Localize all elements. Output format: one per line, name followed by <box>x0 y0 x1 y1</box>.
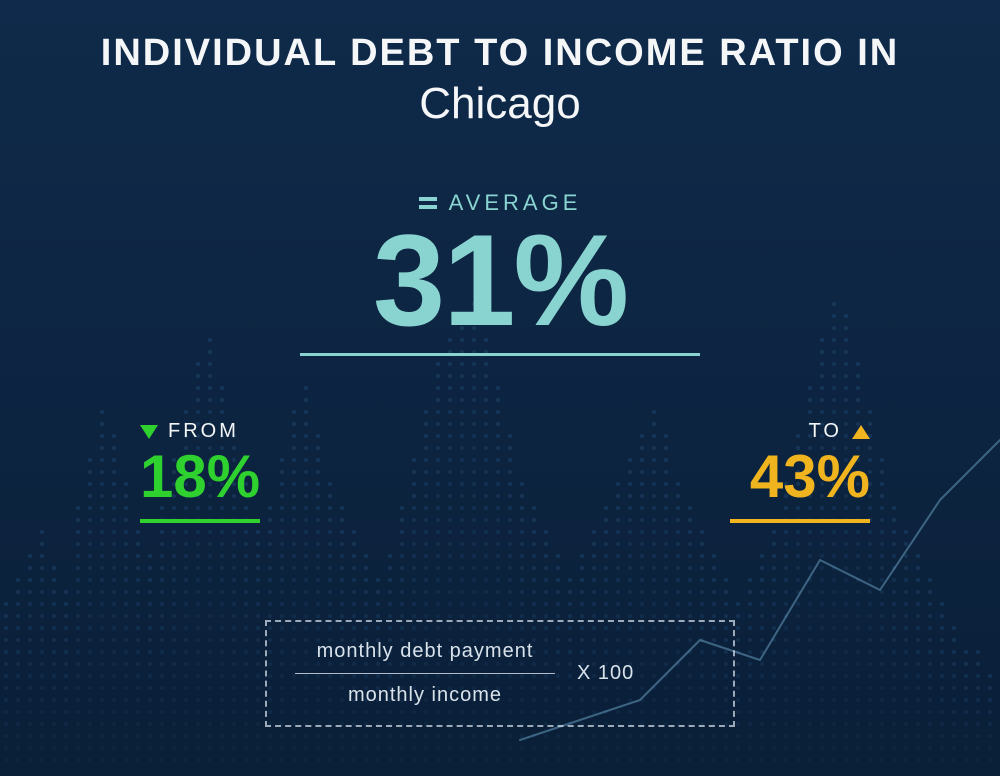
from-underline <box>140 519 260 523</box>
average-block: AVERAGE 31% <box>300 190 700 356</box>
title-line2: Chicago <box>0 79 1000 129</box>
title-line1: INDIVIDUAL DEBT TO INCOME RATIO IN <box>0 32 1000 75</box>
from-block: FROM 18% <box>140 420 260 523</box>
to-underline <box>730 519 870 523</box>
formula-box: monthly debt payment monthly income X 10… <box>265 620 735 727</box>
fraction-line <box>295 673 555 674</box>
triangle-up-icon <box>852 425 870 439</box>
title-block: INDIVIDUAL DEBT TO INCOME RATIO IN Chica… <box>0 32 1000 129</box>
from-value: 18% <box>140 447 260 507</box>
average-underline <box>300 353 700 356</box>
formula-fraction: monthly debt payment monthly income <box>295 640 555 707</box>
formula-numerator: monthly debt payment <box>317 640 534 663</box>
to-block: TO 43% <box>730 420 870 523</box>
from-label: FROM <box>168 420 239 443</box>
to-label-row: TO <box>730 420 870 443</box>
to-value: 43% <box>730 447 870 507</box>
formula-denominator: monthly income <box>348 684 502 707</box>
from-label-row: FROM <box>140 420 260 443</box>
formula-multiplier: X 100 <box>577 662 634 685</box>
infographic-canvas: INDIVIDUAL DEBT TO INCOME RATIO IN Chica… <box>0 0 1000 776</box>
average-value: 31% <box>300 222 700 339</box>
to-label: TO <box>809 420 842 443</box>
range-row: FROM 18% TO 43% <box>0 420 1000 523</box>
triangle-down-icon <box>140 425 158 439</box>
